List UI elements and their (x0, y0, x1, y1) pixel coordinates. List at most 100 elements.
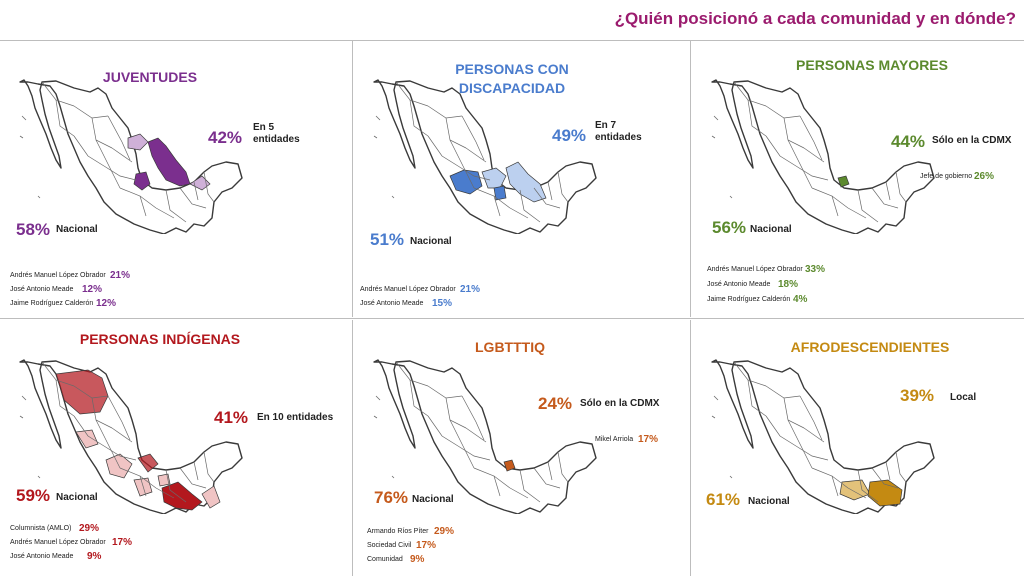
island-mark (373, 115, 395, 199)
state-border (519, 469, 541, 503)
candidate-name: Armando Ríos Píter (367, 528, 429, 535)
island-mark (711, 395, 733, 479)
island-mark (373, 395, 395, 479)
highlighted-region (137, 453, 159, 473)
state-border (139, 195, 147, 217)
candidate-value: 9% (410, 554, 425, 565)
column-divider (690, 320, 691, 576)
states-label: Local (950, 392, 977, 403)
state-border (107, 115, 131, 161)
state-border (519, 189, 541, 223)
candidate-value: 29% (79, 523, 100, 534)
national-percentage: 59% (16, 486, 51, 505)
candidate-value: 17% (112, 537, 133, 548)
column-divider (352, 320, 353, 576)
map-panel: LGBTTTIQ 24% Sólo en la CDMX Mikel Arriola 1… (354, 322, 694, 588)
highlighted-region (201, 485, 221, 509)
state-border (103, 165, 137, 181)
state-border (885, 181, 891, 201)
highlighted-region (127, 133, 149, 151)
state-border (533, 187, 561, 209)
state-border (73, 415, 105, 447)
mexico-map (711, 359, 935, 514)
national-percentage: 76% (374, 488, 409, 507)
state-border (449, 419, 475, 469)
candidate-value: 4% (793, 294, 808, 305)
states-label: Sólo en la CDMX (932, 135, 1012, 146)
national-label: Nacional (412, 494, 454, 505)
states-percentage: 49% (552, 126, 587, 145)
map-panel: JUVENTUDES 42% En 5 entidades 58% Nacional An… (0, 42, 340, 308)
state-border (427, 135, 459, 167)
state-border (457, 445, 491, 461)
national-label: Nacional (56, 492, 98, 503)
highlighted-region (493, 185, 507, 201)
state-border (885, 461, 891, 481)
candidate-value: 9% (87, 551, 102, 562)
state-border (155, 207, 175, 219)
state-border (465, 427, 487, 443)
state-border (95, 419, 121, 469)
candidate-name: Sociedad Civil (367, 542, 412, 549)
state-border (203, 171, 215, 203)
mexico-map (19, 359, 243, 514)
state-border (533, 467, 561, 489)
header-bar: ¿Quién posicionó a cada comunidad y en d… (0, 0, 1024, 40)
highlighted-region (157, 473, 171, 487)
candidate-value: 15% (432, 298, 453, 308)
state-border (787, 419, 813, 469)
map-outline (19, 79, 243, 234)
state-border (509, 487, 529, 499)
states-label: En 5 entidades (253, 122, 300, 145)
map-outline (711, 79, 935, 234)
sub-note-value: 17% (638, 434, 659, 445)
states-label: Sólo en la CDMX (580, 398, 660, 409)
state-border (155, 487, 175, 499)
sub-note-name: Jefe de gobierno (920, 173, 973, 180)
map-panel: AFRODESCENDIENTES 39% Local 61% Nacional (692, 322, 1024, 588)
candidate-value: 21% (460, 284, 481, 295)
candidate-value: 18% (778, 279, 799, 290)
highlighted-region (839, 479, 871, 501)
state-border (547, 461, 553, 481)
candidate-name: José Antonio Meade (360, 300, 424, 307)
map-panel: PERSONAS INDÍGENAS 41% En 10 entidades 59% N… (0, 322, 340, 588)
state-border (795, 165, 829, 181)
state-border (139, 475, 147, 497)
state-border (557, 451, 569, 483)
sub-note-value: 26% (974, 171, 995, 182)
state-border (799, 115, 823, 161)
island-mark (19, 395, 41, 479)
candidate-value: 12% (96, 298, 117, 308)
panel-title: LGBTTTIQ (475, 339, 545, 355)
row-divider (0, 318, 1024, 319)
state-border (799, 395, 823, 441)
sub-note-name: Mikel Arriola (595, 436, 634, 443)
highlighted-region (161, 481, 203, 511)
state-border (857, 189, 879, 223)
page-title: ¿Quién posicionó a cada comunidad y en d… (614, 9, 1016, 28)
column-divider (690, 41, 691, 317)
state-border (847, 487, 867, 499)
candidate-name: José Antonio Meade (10, 286, 74, 293)
map-outline (373, 79, 597, 234)
national-percentage: 58% (16, 220, 51, 239)
island-mark (711, 115, 733, 199)
state-border (895, 171, 907, 203)
state-border (803, 147, 825, 163)
state-border (193, 181, 199, 201)
state-border (179, 467, 207, 489)
highlighted-region (75, 429, 99, 449)
highlighted-region (481, 167, 507, 189)
states-label: En 10 entidades (257, 412, 334, 423)
state-border (831, 475, 839, 497)
state-border (427, 415, 459, 447)
state-border (461, 395, 485, 441)
state-border (73, 135, 105, 167)
island-mark (19, 115, 41, 199)
state-border (165, 189, 187, 223)
state-border (803, 427, 825, 443)
highlighted-region (55, 369, 109, 415)
header-divider (0, 40, 1024, 41)
state-border (449, 139, 475, 189)
